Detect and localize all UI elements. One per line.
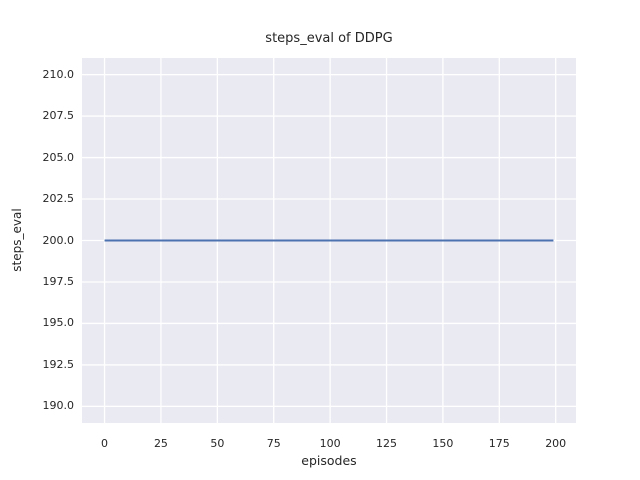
y-tick-label: 197.5 [42, 274, 75, 288]
y-tick-label: 190.0 [42, 399, 75, 413]
y-tick-label: 200.0 [42, 233, 75, 247]
x-tick-label: 0 [101, 437, 109, 450]
y-tick-label: 207.5 [42, 109, 75, 123]
x-tick-label: 50 [210, 437, 225, 450]
plot-canvas [82, 58, 576, 423]
x-tick-label: 150 [432, 437, 454, 450]
y-tick-label: 192.5 [42, 357, 75, 371]
x-tick-label: 25 [153, 437, 168, 450]
y-tick-label: 210.0 [42, 67, 75, 81]
y-tick-label: 205.0 [42, 150, 75, 164]
x-tick-label: 125 [376, 437, 398, 450]
x-tick-label: 75 [266, 437, 281, 450]
y-tick-label: 195.0 [42, 316, 75, 330]
x-tick-label: 200 [545, 437, 567, 450]
x-tick-label: 100 [319, 437, 341, 450]
chart-title: steps_eval of DDPG [265, 31, 393, 46]
x-tick-label: 175 [488, 437, 510, 450]
plot-area [82, 58, 576, 423]
y-tick-label: 202.5 [42, 192, 75, 206]
x-axis-label: episodes [301, 453, 357, 468]
